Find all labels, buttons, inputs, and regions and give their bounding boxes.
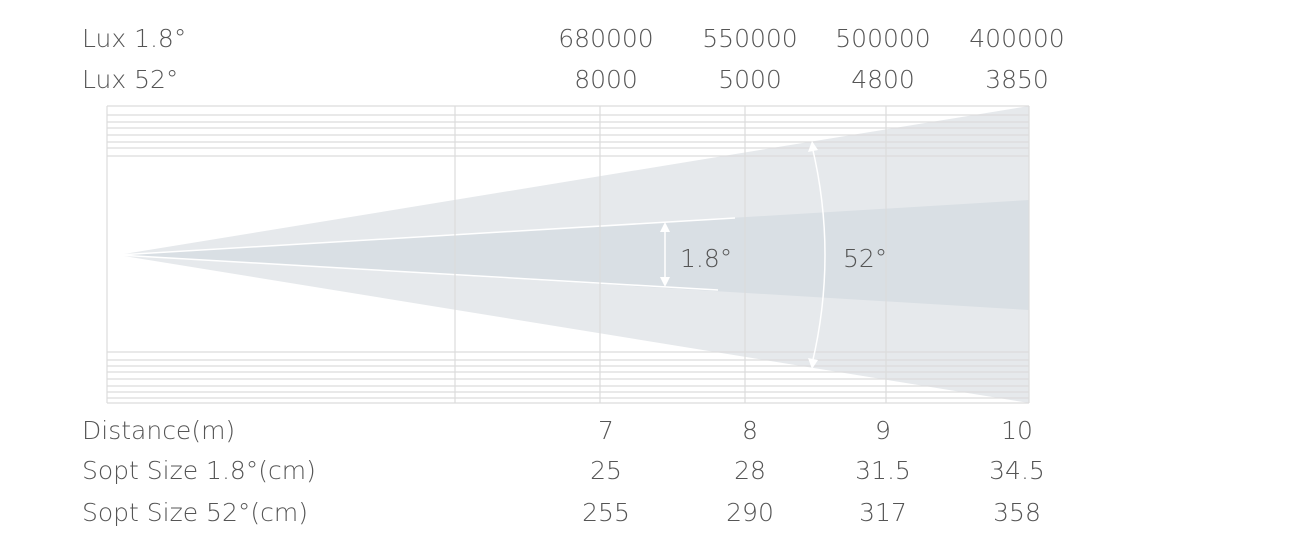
cell-value: 5000 — [718, 65, 782, 94]
beam-graphic: 1.8° 52° — [106, 105, 1030, 404]
cell-value: 680000 — [558, 24, 653, 53]
beam-edge — [117, 217, 736, 256]
cell-value: 8 — [742, 416, 758, 445]
cell-value: 290 — [726, 498, 774, 527]
cell-value: 7 — [598, 416, 614, 445]
arrow-head — [808, 141, 818, 152]
arrow-head — [808, 358, 818, 369]
row-label: Sopt Size 52°(cm) — [82, 498, 308, 527]
arrow-head — [660, 277, 670, 287]
row-label: Distance(m) — [82, 416, 235, 445]
cell-value: 358 — [993, 498, 1041, 527]
grid — [106, 105, 1030, 404]
cell-value: 3850 — [985, 65, 1049, 94]
cell-value: 550000 — [702, 24, 797, 53]
cell-value: 500000 — [835, 24, 930, 53]
cell-value: 317 — [859, 498, 907, 527]
cell-value: 9 — [875, 416, 891, 445]
cell-value: 10 — [1001, 416, 1033, 445]
cell-value: 255 — [582, 498, 630, 527]
cell-value: 28 — [734, 456, 766, 485]
cell-value: 400000 — [969, 24, 1064, 53]
narrow-beam — [118, 200, 1029, 310]
cell-value: 25 — [590, 456, 622, 485]
row-label: Lux 52° — [82, 65, 178, 94]
cell-value: 31.5 — [855, 456, 911, 485]
cell-value: 34.5 — [989, 456, 1045, 485]
row-label: Sopt Size 1.8°(cm) — [82, 456, 316, 485]
arrow-head — [660, 222, 670, 232]
row-label: Lux 1.8° — [82, 24, 186, 53]
wide-angle-label: 52° — [843, 244, 887, 273]
beam-edge — [117, 254, 719, 291]
cell-value: 4800 — [851, 65, 915, 94]
narrow-angle-label: 1.8° — [680, 244, 732, 273]
cell-value: 8000 — [574, 65, 638, 94]
wide-arrow — [811, 145, 826, 365]
